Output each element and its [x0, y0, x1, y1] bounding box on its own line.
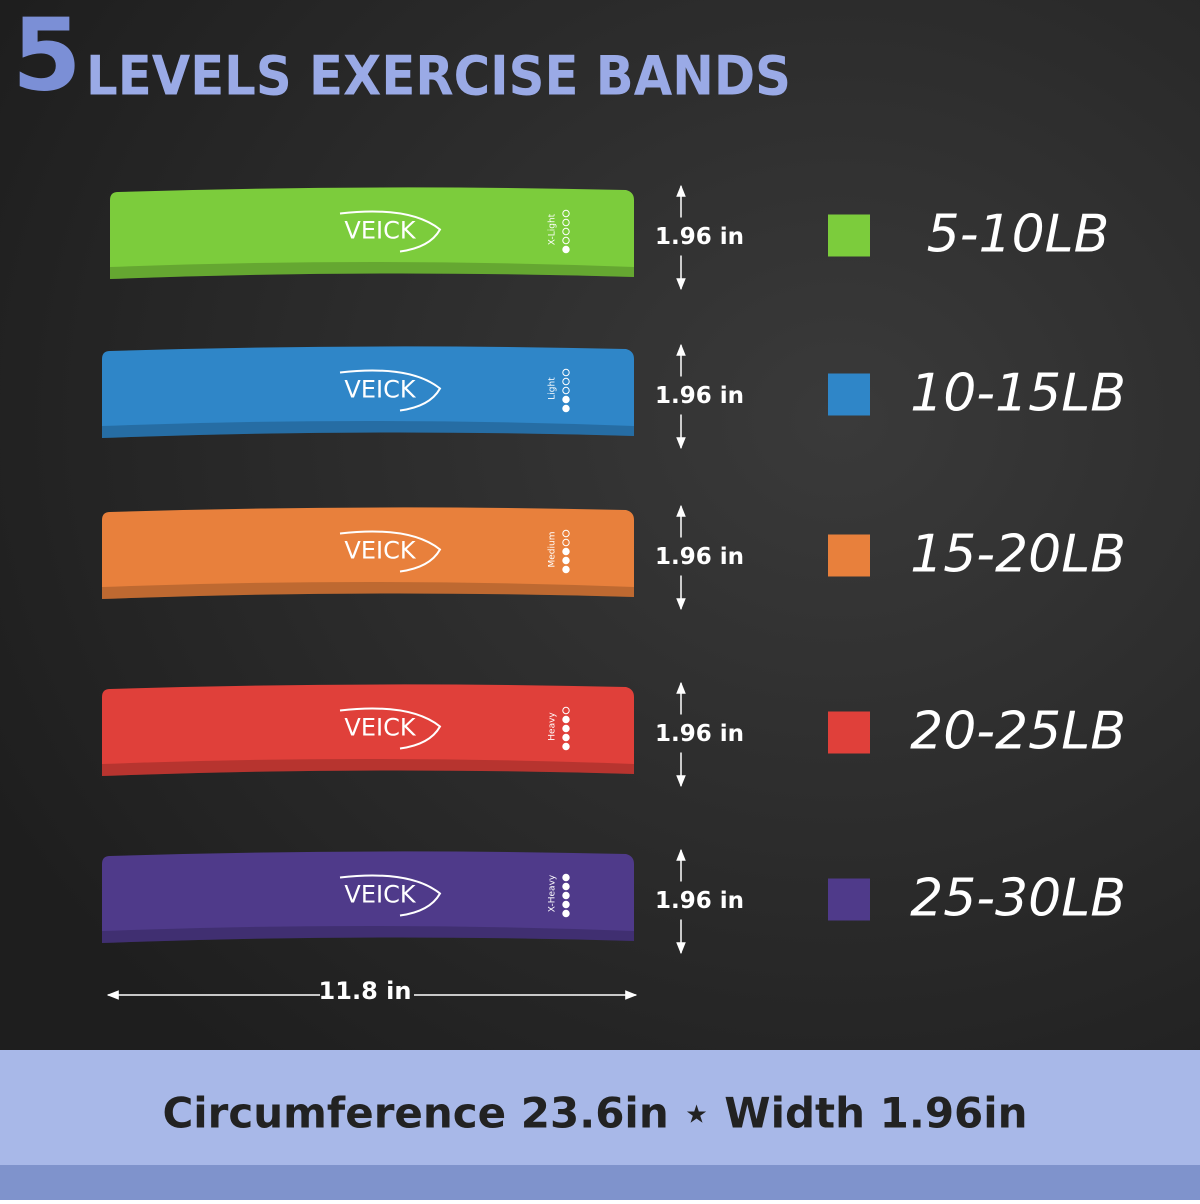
resistance-label: 15-20LB [910, 525, 1126, 585]
color-swatch [828, 534, 870, 577]
brand-logo: VEICK [344, 217, 416, 245]
band [110, 187, 634, 279]
level-drop [562, 873, 570, 882]
level-drop [562, 236, 570, 245]
width-label: 1.96 in [655, 544, 744, 570]
level-drop [562, 715, 570, 724]
level-drop [562, 529, 570, 538]
level-drop [562, 547, 570, 556]
brand-logo: VEICK [344, 376, 416, 404]
band [102, 684, 634, 776]
level-drop [562, 368, 570, 377]
level-drop [562, 377, 570, 386]
footer-text: Circumference 23.6in ⋆ Width 1.96in [162, 1089, 1027, 1138]
logo-swoosh [339, 874, 442, 917]
width-label: 1.96 in [655, 721, 744, 747]
band-edge [102, 926, 634, 943]
level-label: X-Light [548, 213, 558, 245]
band [102, 851, 634, 943]
level-label: Medium [548, 532, 558, 568]
length-label: 11.8 in [319, 977, 412, 1005]
brand-logo: VEICK [344, 537, 416, 565]
title-number: 5 [12, 0, 82, 113]
level-label: X-Heavy [548, 874, 558, 912]
resistance-label: 20-25LB [910, 702, 1126, 762]
level-drop [562, 565, 570, 574]
level-drop [562, 909, 570, 918]
logo-swoosh [339, 369, 442, 412]
color-swatch [828, 878, 870, 921]
width-label: 1.96 in [655, 888, 744, 914]
logo-swoosh [339, 210, 442, 253]
level-drop [562, 556, 570, 565]
level-drop [562, 395, 570, 404]
level-drop [562, 891, 570, 900]
level-drop [562, 742, 570, 751]
band-edge [110, 262, 634, 279]
resistance-label: 25-30LB [910, 869, 1126, 929]
resistance-label: 10-15LB [910, 364, 1126, 424]
band-edge [102, 421, 634, 438]
level-drop [562, 245, 570, 254]
width-label: 1.96 in [655, 383, 744, 409]
logo-swoosh [339, 530, 442, 573]
band-edge [102, 759, 634, 776]
level-drop [562, 900, 570, 909]
level-drop [562, 386, 570, 395]
level-label: Light [548, 377, 558, 400]
color-swatch [828, 711, 870, 754]
width-label: 1.96 in [655, 224, 744, 250]
band [102, 507, 634, 599]
level-drop [562, 706, 570, 715]
level-drop [562, 724, 570, 733]
resistance-label: 5-10LB [927, 205, 1110, 265]
footer-strip [0, 1165, 1200, 1200]
band-list: VEICK X-Light 1.96 in 5-10LB VEICK Light 1.96 … [102, 184, 1126, 955]
level-drop [562, 227, 570, 236]
color-swatch [828, 214, 870, 257]
level-drop [562, 538, 570, 547]
logo-swoosh [339, 707, 442, 750]
brand-logo: VEICK [344, 714, 416, 742]
brand-logo: VEICK [344, 881, 416, 909]
level-drop [562, 209, 570, 218]
footer-band [0, 1050, 1200, 1165]
band-edge [102, 582, 634, 599]
level-drop [562, 882, 570, 891]
level-drop [562, 218, 570, 227]
level-label: Heavy [548, 712, 558, 741]
band [102, 346, 634, 438]
title: LEVELS EXERCISE BANDS [86, 45, 791, 108]
level-drop [562, 404, 570, 413]
color-swatch [828, 373, 870, 416]
level-drop [562, 733, 570, 742]
